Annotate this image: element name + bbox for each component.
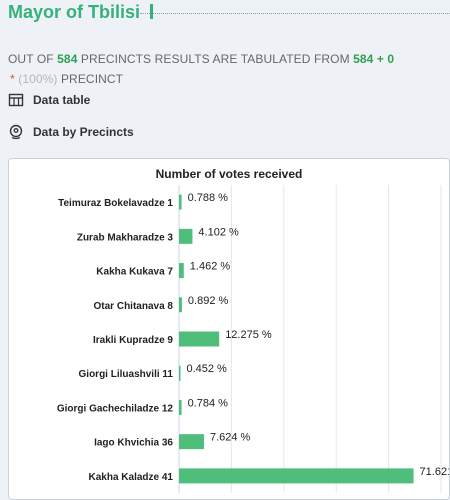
data-by-precincts-label: Data by Precincts [33,125,134,139]
bar[interactable] [179,331,220,347]
summary-suffix: PRECINCT [60,72,124,86]
value-label: 4.102 % [198,226,239,238]
category-label: Giorgi Liluashvili 11 [79,369,174,380]
page-header: Mayor of Tbilisi [0,0,450,26]
bar[interactable] [179,468,414,484]
bar[interactable] [179,263,184,279]
bar[interactable] [179,399,182,415]
value-label: 7.624 % [210,432,251,444]
category-label: Kakha Kukava 7 [96,267,173,278]
data-by-precincts-link[interactable]: Data by Precincts [8,123,134,141]
bar[interactable] [179,365,181,381]
page-title: Mayor of Tbilisi [8,2,141,22]
category-label: Kakha Kaladze 41 [89,472,174,483]
table-icon [8,92,24,108]
value-label: 71.621 % [420,466,449,478]
category-label: Iago Khvichia 36 [94,438,173,449]
tabulated-percent: (100%) [18,72,58,86]
total-precincts: 584 [57,52,78,66]
category-label: Zurab Makharadze 3 [77,232,174,243]
data-table-label: Data table [33,93,91,107]
value-label: 12.275 % [225,329,272,341]
category-label: Teimuraz Bokelavadze 1 [58,198,173,209]
bar[interactable] [179,434,204,450]
value-label: 1.462 % [190,261,231,273]
data-table-link[interactable]: Data table [8,91,90,109]
summary-middle: PRECINCTS RESULTS ARE TABULATED FROM [80,52,350,66]
bar[interactable] [179,228,193,244]
chart-title: Number of votes received [155,167,303,181]
votes-bar-chart: Teimuraz Bokelavadze 1 0.788 % Zurab Makha… [57,185,449,493]
category-label: Otar Chitanava 8 [94,301,174,312]
tabulated-count: 584 + 0 [353,52,395,66]
value-label: 0.784 % [188,397,229,409]
title-accent-bar [150,4,153,19]
map-pin-icon [8,124,24,140]
chart-panel: Number of votes received Teimuraz Bokela… [8,158,450,500]
summary-prefix: OUT OF [8,52,54,66]
bar[interactable] [179,194,182,210]
title-divider [140,13,450,15]
asterisk-mark: * [10,72,15,86]
category-label: Irakli Kupradze 9 [93,335,173,346]
value-label: 0.452 % [186,363,227,375]
bar[interactable] [179,297,182,313]
value-label: 0.788 % [188,192,229,204]
value-label: 0.892 % [188,295,229,307]
category-label: Giorgi Gachechiladze 12 [57,403,174,414]
